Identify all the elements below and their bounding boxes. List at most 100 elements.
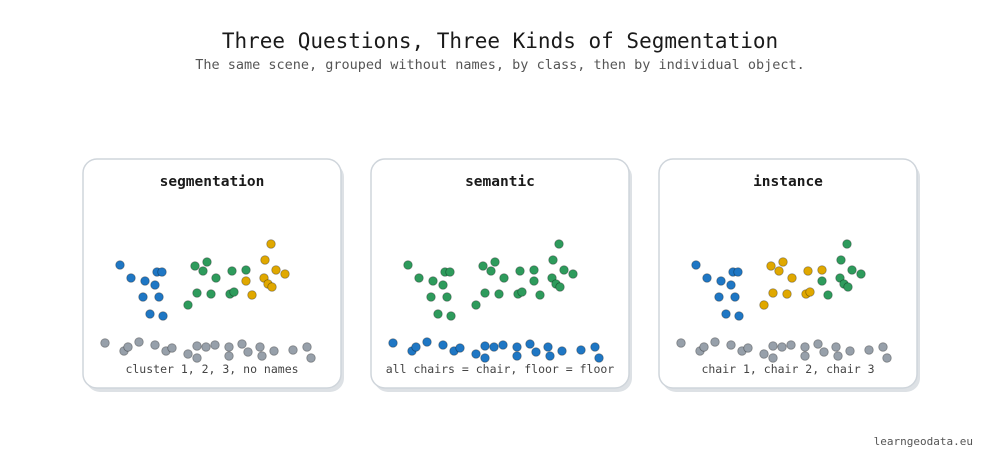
point (845, 346, 855, 356)
point (515, 266, 525, 276)
point (817, 265, 827, 275)
point (266, 239, 276, 249)
point (490, 257, 500, 267)
point (568, 269, 578, 279)
point (843, 282, 853, 292)
panel: instance chair 1, chair 2, chair 3 (658, 158, 920, 392)
point (676, 338, 686, 348)
point (158, 311, 168, 321)
point (486, 266, 496, 276)
point (787, 273, 797, 283)
point (480, 288, 490, 298)
point (243, 347, 253, 357)
point (743, 343, 753, 353)
point (471, 349, 481, 359)
point (190, 261, 200, 271)
point (554, 239, 564, 249)
point (183, 300, 193, 310)
point (559, 265, 569, 275)
point (726, 340, 736, 350)
point (455, 343, 465, 353)
panel-card (370, 158, 630, 389)
point (302, 342, 312, 352)
point (288, 345, 298, 355)
point (856, 269, 866, 279)
point (699, 342, 709, 352)
point (100, 338, 110, 348)
point (211, 273, 221, 283)
panel-title: instance (753, 174, 823, 190)
point (817, 276, 827, 286)
point (422, 337, 432, 347)
point (206, 289, 216, 299)
point (813, 339, 823, 349)
panel-caption: all chairs = chair, floor = floor (386, 362, 615, 376)
point (192, 353, 202, 363)
point (241, 276, 251, 286)
point (517, 287, 527, 297)
point (545, 351, 555, 361)
point (768, 288, 778, 298)
point (428, 276, 438, 286)
point (442, 292, 452, 302)
point (733, 267, 743, 277)
point (445, 267, 455, 277)
panel-caption: cluster 1, 2, 3, no names (125, 362, 298, 376)
point (150, 340, 160, 350)
point (134, 337, 144, 347)
point (480, 341, 490, 351)
point (778, 257, 788, 267)
point (167, 343, 177, 353)
point (768, 353, 778, 363)
point (198, 266, 208, 276)
point (414, 273, 424, 283)
point (730, 292, 740, 302)
point (819, 347, 829, 357)
panel-card (658, 158, 918, 389)
point (734, 311, 744, 321)
point (691, 260, 701, 270)
point (145, 309, 155, 319)
point (590, 342, 600, 352)
point (201, 342, 211, 352)
point (494, 289, 504, 299)
point (224, 342, 234, 352)
point (403, 260, 413, 270)
point (531, 347, 541, 357)
point (726, 280, 736, 290)
point (766, 261, 776, 271)
point (529, 276, 539, 286)
point (594, 353, 604, 363)
point (759, 300, 769, 310)
point (805, 287, 815, 297)
point (800, 351, 810, 361)
point (140, 276, 150, 286)
panel-card (82, 158, 342, 389)
point (702, 273, 712, 283)
point (803, 266, 813, 276)
point (842, 239, 852, 249)
panel: segmentation cluster 1, 2, 3, no names (82, 158, 344, 392)
point (529, 265, 539, 275)
point (192, 341, 202, 351)
point (847, 265, 857, 275)
title: Three Questions, Three Kinds of Segmenta… (222, 29, 778, 53)
point (782, 289, 792, 299)
point (271, 265, 281, 275)
point (759, 349, 769, 359)
point (480, 353, 490, 363)
point (210, 340, 220, 350)
point (227, 266, 237, 276)
point (224, 351, 234, 361)
point (306, 353, 316, 363)
point (255, 342, 265, 352)
point (800, 342, 810, 352)
point (150, 280, 160, 290)
point (202, 257, 212, 267)
point (768, 341, 778, 351)
point (438, 340, 448, 350)
panel-caption: chair 1, chair 2, chair 3 (701, 362, 874, 376)
point (714, 292, 724, 302)
point (247, 290, 257, 300)
